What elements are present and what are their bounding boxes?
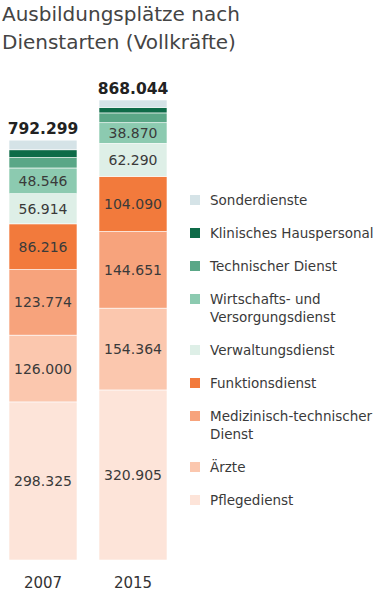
x-tick-label: 2007: [24, 574, 62, 592]
legend-swatch: [190, 195, 200, 205]
bar-segment: [99, 113, 167, 123]
bar-segment: [9, 140, 77, 150]
legend-label: Klinisches Hauspersonal: [210, 224, 374, 242]
bar-segment: [99, 176, 167, 231]
data-label: 86.216: [19, 239, 68, 255]
legend-label: Funktionsdienst: [210, 374, 316, 392]
x-tick-label: 2015: [114, 574, 152, 592]
data-label: 48.546: [19, 173, 68, 189]
labels: 298.325 126.000 123.774 86.216 56.914 48.546 3…: [8, 80, 169, 592]
legend-swatch: [190, 411, 200, 421]
bar-segment: [9, 168, 77, 194]
legend-label: Sonderdienste: [210, 191, 307, 209]
legend-label: Technischer Dienst: [210, 257, 337, 275]
legend-swatch: [190, 462, 200, 472]
data-label: 38.870: [109, 125, 158, 141]
bar-segment: [99, 123, 167, 144]
data-label: 154.364: [104, 341, 162, 357]
legend-swatch: [190, 345, 200, 355]
bar-segment: [9, 335, 77, 402]
bar-segment: [99, 100, 167, 107]
legend-swatch: [190, 228, 200, 238]
bar-segment: [9, 194, 77, 224]
bar-segment: [9, 150, 77, 158]
legend-label: Pflegedienst: [210, 491, 293, 509]
legend-item: Pflegedienst: [190, 491, 386, 509]
bar-segment: [99, 308, 167, 390]
legend-swatch: [190, 294, 200, 304]
data-label: 104.090: [104, 196, 162, 212]
legend-item: Verwaltungsdienst: [190, 341, 386, 359]
bar-segment: [9, 224, 77, 270]
data-label: 320.905: [104, 467, 162, 483]
bar-segment: [9, 157, 77, 167]
bars: [9, 100, 167, 560]
total-label: 868.044: [98, 80, 169, 98]
legend-item: Sonderdienste: [190, 191, 386, 209]
data-label: 298.325: [14, 473, 72, 489]
bar-segment: [99, 143, 167, 176]
legend-label: Wirtschafts- und Versorgungsdienst: [210, 290, 386, 326]
bar-segment: [9, 270, 77, 336]
legend-item: Technischer Dienst: [190, 257, 386, 275]
legend-swatch: [190, 378, 200, 388]
legend-item: Wirtschafts- und Versorgungsdienst: [190, 290, 386, 326]
legend-label: Verwaltungsdienst: [210, 341, 335, 359]
legend-item: Funktionsdienst: [190, 374, 386, 392]
data-label: 62.290: [109, 152, 158, 168]
legend-item: Klinisches Hauspersonal: [190, 224, 386, 242]
data-label: 144.651: [104, 262, 162, 278]
bar-segment: [99, 231, 167, 308]
legend: Sonderdienste Klinisches Hauspersonal Tech…: [190, 191, 386, 524]
data-label: 123.774: [14, 294, 72, 310]
legend-swatch: [190, 495, 200, 505]
data-label: 126.000: [14, 361, 72, 377]
total-label: 792.299: [8, 120, 79, 138]
legend-label: Ärzte: [210, 458, 245, 476]
data-label: 56.914: [19, 201, 68, 217]
legend-swatch: [190, 261, 200, 271]
bar-segment: [99, 107, 167, 113]
legend-item: Ärzte: [190, 458, 386, 476]
legend-item: Medizinisch-technischer Dienst: [190, 407, 386, 443]
bar-segment: [99, 390, 167, 560]
legend-label: Medizinisch-technischer Dienst: [210, 407, 386, 443]
bar-segment: [9, 402, 77, 560]
chart-title: Ausbildungsplätze nach Dienstarten (Voll…: [2, 0, 272, 56]
